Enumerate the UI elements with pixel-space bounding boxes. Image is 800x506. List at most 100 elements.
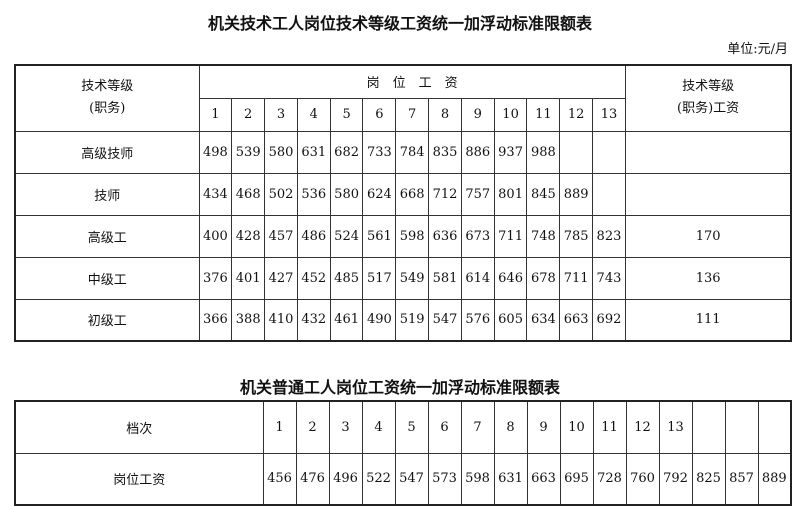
wage-cell: 631 [296, 130, 331, 174]
table-row: 高级技师 498 539 580 631 682 733 784 835 886 937 988 [14, 130, 792, 174]
wage-cell: 400 [198, 214, 233, 258]
wage-cell: 519 [395, 298, 430, 342]
grade-wage-cell: 170 [624, 214, 792, 258]
wage-cell: 631 [493, 452, 528, 506]
wage-cell: 634 [526, 298, 561, 342]
wage-cell: 712 [428, 172, 462, 216]
wage-cell: 801 [493, 172, 528, 216]
wage-cell: 576 [460, 298, 495, 342]
wage-cell: 573 [427, 452, 462, 506]
wage-cell: 598 [460, 452, 495, 506]
wage-cell: 845 [526, 172, 561, 216]
table2-title: 机关普通工人岗位工资统一加浮动标准限额表 [239, 378, 560, 397]
grade-number: 2 [231, 97, 266, 132]
wage-cell: 792 [658, 452, 693, 506]
wage-cell [592, 130, 626, 174]
wage-cell: 757 [460, 172, 495, 216]
level-number: 12 [625, 400, 660, 454]
wage-cell: 486 [296, 214, 331, 258]
wage-cell: 673 [460, 214, 495, 258]
level-number: 9 [526, 400, 561, 454]
wage-cell: 366 [198, 298, 233, 342]
wage-cell: 461 [329, 298, 364, 342]
wage-cell: 711 [493, 214, 528, 258]
grade-number: 13 [592, 97, 626, 132]
level-number [724, 400, 759, 454]
wage-cell: 784 [395, 130, 430, 174]
level-number: 5 [394, 400, 429, 454]
wage-cell: 485 [329, 256, 364, 300]
row-label: 技师 [14, 172, 200, 216]
wage-cell: 598 [395, 214, 430, 258]
wage-cell: 733 [362, 130, 397, 174]
grade-wage-cell [624, 172, 792, 216]
grade-number: 7 [395, 97, 430, 132]
table-row: 中级工 376 401 427 452 485 517 549 581 614 646 678 711 7… [14, 256, 792, 300]
wage-cell: 498 [198, 130, 233, 174]
wage-cell: 401 [231, 256, 266, 300]
wage-cell: 636 [428, 214, 462, 258]
grade-wage-cell: 111 [624, 298, 792, 342]
wage-cell: 886 [460, 130, 495, 174]
wage-cell: 624 [362, 172, 397, 216]
wage-cell: 388 [231, 298, 266, 342]
grade-number: 9 [460, 97, 495, 132]
wage-cell: 668 [395, 172, 430, 216]
row-label: 高级工 [14, 214, 200, 258]
wage-cell: 561 [362, 214, 397, 258]
wage-cell: 476 [295, 452, 330, 506]
table1-title: 机关技术工人岗位技术等级工资统一加浮动标准限额表 [207, 14, 592, 33]
header-grade-wage: 技术等级 (职务)工资 [624, 64, 792, 132]
wage-cell: 835 [428, 130, 462, 174]
grade-number: 3 [264, 97, 298, 132]
wage-cell: 785 [559, 214, 594, 258]
wage-cell: 937 [493, 130, 528, 174]
wage-cell: 427 [264, 256, 298, 300]
level-number [691, 400, 726, 454]
wage-cell: 580 [329, 172, 364, 216]
table-row: 高级工 400 428 457 486 524 561 598 636 673 711 748 785 8… [14, 214, 792, 258]
wage-cell: 536 [296, 172, 331, 216]
grade-number: 8 [428, 97, 462, 132]
wage-cell: 410 [264, 298, 298, 342]
grade-number: 12 [559, 97, 594, 132]
header-grade: 技术等级 (职务) [14, 64, 200, 132]
wage-cell: 695 [559, 452, 594, 506]
wage-cell: 547 [394, 452, 429, 506]
grade-number: 4 [296, 97, 331, 132]
wage-cell: 580 [264, 130, 298, 174]
wage-cell: 502 [264, 172, 298, 216]
wage-cell: 857 [724, 452, 759, 506]
wage-cell: 823 [592, 214, 626, 258]
grade-number: 5 [329, 97, 364, 132]
grade-wage-cell [624, 130, 792, 174]
wage-cell: 457 [264, 214, 298, 258]
wage-cell: 496 [328, 452, 363, 506]
grade-number: 6 [362, 97, 397, 132]
ordinary-workers-wage-table: 档次 1 2 3 4 5 6 7 8 9 10 11 12 13 岗位工资 456 476 496 522 547 5… [14, 400, 792, 506]
row-label: 中级工 [14, 256, 200, 300]
unit-label: 单位:元/月 [727, 42, 788, 57]
grade-number: 10 [493, 97, 528, 132]
level-number: 3 [328, 400, 363, 454]
wage-cell: 711 [559, 256, 594, 300]
wage-cell: 743 [592, 256, 626, 300]
table-row: 初级工 366 388 410 432 461 490 519 547 576 605 634 663 6… [14, 298, 792, 342]
row-label: 高级技师 [14, 130, 200, 174]
level-number: 11 [592, 400, 627, 454]
wage-cell: 547 [428, 298, 462, 342]
wage-cell: 889 [757, 452, 792, 506]
wage-cell: 678 [526, 256, 561, 300]
wage-cell: 581 [428, 256, 462, 300]
header-post-wage: 岗 位 工 资 [198, 64, 626, 99]
wage-cell [592, 172, 626, 216]
level-number: 4 [361, 400, 396, 454]
wage-cell: 605 [493, 298, 528, 342]
grade-wage-cell: 136 [624, 256, 792, 300]
level-number [757, 400, 792, 454]
technical-workers-wage-table: 技术等级 (职务) 岗 位 工 资 技术等级 (职务)工资 1 2 3 4 5 6 7 8 9 10 1… [14, 64, 793, 342]
wage-cell: 522 [361, 452, 396, 506]
level-number: 6 [427, 400, 462, 454]
wage-cell [559, 130, 594, 174]
table-row: 技师 434 468 502 536 580 624 668 712 757 801 845 889 [14, 172, 792, 216]
